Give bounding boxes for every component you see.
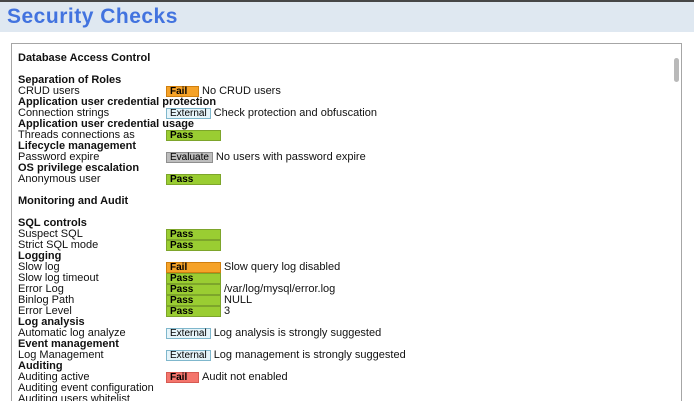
check-description: Check protection and obfuscation [213,107,377,119]
status-badge-fail: Fail [166,262,221,273]
check-row: Auditing active Fail Audit not enabled [18,372,681,383]
check-row: Auditing event configuration [18,383,681,394]
check-label: Anonymous user [18,174,101,185]
check-label: Connection strings [18,108,110,119]
status-badge-pass: Pass [166,229,221,240]
check-row: Slow log timeout Pass [18,273,681,284]
page-header: Security Checks [0,2,694,32]
report-section: Database Access Control Separation of Rol… [18,53,681,185]
check-label: Binlog Path [18,295,75,306]
check-description: No CRUD users [202,85,281,97]
check-row: Error Log Pass/var/log/mysql/error.log [18,284,681,295]
group-heading: Logging [18,250,62,262]
check-label: Error Level [18,306,72,317]
security-checks-panel: Database Access Control Separation of Rol… [11,43,682,401]
vertical-scrollbar-thumb[interactable] [674,58,679,82]
status-badge-external: External [166,108,211,119]
status-badge-fail-critical: Fail [166,372,199,383]
group-heading: Auditing [18,360,63,372]
check-row: Connection strings External Check protecti… [18,108,681,119]
check-label: CRUD users [18,86,80,97]
check-row: Slow log Fail Slow query log disabled [18,262,681,273]
status-badge-pass: Pass [166,306,221,317]
status-badge-pass: Pass [166,174,221,185]
check-label: Auditing event configuration [18,383,154,394]
check-description: NULL [224,294,253,306]
check-row: Password expire Evaluate No users with pas… [18,152,681,163]
check-label: Suspect SQL [18,229,83,240]
group-heading: Separation of Roles [18,74,122,86]
status-badge-pass: Pass [166,273,221,284]
check-row: Anonymous user Pass [18,174,681,185]
check-label: Automatic log analyze [18,328,126,339]
check-row: Automatic log analyze External Log analysi… [18,328,681,339]
status-badge-external: External [166,328,211,339]
check-label: Log Management [18,350,104,361]
check-description: No users with password expire [215,151,366,163]
status-badge-pass: Pass [166,130,221,141]
check-row: Auditing users whitelist [18,394,681,401]
group-heading: Event management [18,338,119,350]
report-body: Database Access Control Separation of Rol… [18,53,681,401]
check-description: /var/log/mysql/error.log [224,283,336,295]
check-row: Binlog Path Pass NULL [18,295,681,306]
check-label: Error Log [18,284,64,295]
section-title: Monitoring and Audit [18,195,129,207]
group-heading: Application user credential protection [18,96,217,108]
check-description: Log analysis is strongly suggested [213,327,382,339]
group-heading: SQL controls [18,217,87,229]
page-title: Security Checks [7,5,178,28]
check-label: Password expire [18,152,100,163]
group-heading: OS privilege escalation [18,162,140,174]
section-title: Database Access Control [18,52,151,64]
check-label: Slow log timeout [18,273,99,284]
check-row: Strict SQL mode Pass [18,240,681,251]
check-row: Suspect SQL Pass [18,229,681,240]
check-row: Log Management External Log management is … [18,350,681,361]
check-label: Strict SQL mode [18,240,99,251]
window-top-edge [0,0,694,2]
check-label: Slow log [18,262,60,273]
group-heading: Lifecycle management [18,140,136,152]
check-label: Auditing active [18,372,90,383]
check-label: Auditing users whitelist [18,394,130,401]
check-description: Log management is strongly suggested [213,349,406,361]
report-section: Monitoring and Audit SQL controls Suspect … [18,196,681,401]
check-description: 3 [224,305,231,317]
check-row: Threads connections as Pass [18,130,681,141]
check-label: Threads connections as [18,130,135,141]
check-row: CRUD users Fail No CRUD users [18,86,681,97]
status-badge-pass: Pass [166,284,221,295]
status-badge-external: External [166,350,211,361]
check-row: Error Level Pass 3 [18,306,681,317]
check-description: Slow query log disabled [224,261,341,273]
status-badge-fail: Fail [166,86,199,97]
status-badge-evaluate: Evaluate [166,152,213,163]
group-heading: Application user credential usage [18,118,195,130]
group-heading: Log analysis [18,316,85,328]
status-badge-pass: Pass [166,240,221,251]
status-badge-pass: Pass [166,295,221,306]
check-description: Audit not enabled [202,371,288,383]
